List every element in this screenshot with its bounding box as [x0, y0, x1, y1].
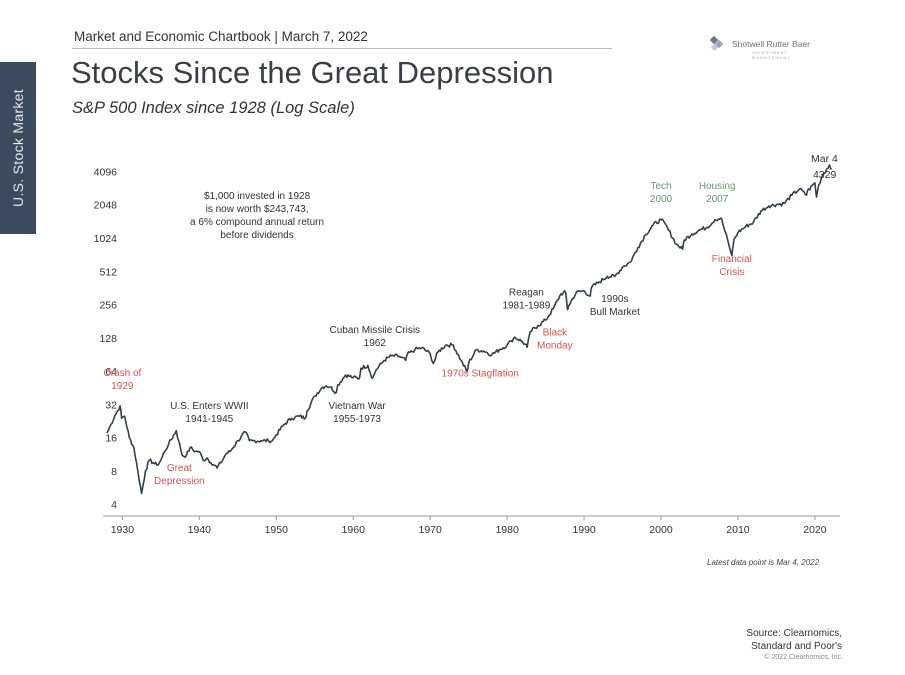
x-tick-label: 1950 [265, 524, 289, 536]
source-line-2: Standard and Poor's [751, 641, 842, 652]
y-tick-label: 32 [105, 399, 117, 411]
x-tick-label: 2020 [803, 524, 827, 536]
annotation-12: Financial Crisis [712, 254, 752, 278]
annotation-line: 2000 [650, 194, 673, 205]
annotation-line: 1990s [601, 294, 628, 305]
annotation-line: before dividends [220, 230, 293, 241]
y-tick-label: 16 [105, 433, 117, 445]
y-tick-label: 8 [111, 466, 117, 478]
y-tick-label: 4096 [94, 166, 118, 178]
annotation-line: Monday [537, 340, 573, 351]
y-tick-label: 128 [99, 333, 117, 345]
annotation-line: Tech [650, 181, 671, 192]
y-tick-label: 1024 [94, 233, 118, 245]
annotation-line: Bull Market [590, 307, 640, 318]
annotation-line: 1962 [364, 338, 387, 349]
source-note: Source: Clearnomics, Standard and Poor's [746, 627, 842, 653]
x-tick-label: 1970 [418, 524, 442, 536]
last-point-date: Mar 4 [811, 153, 838, 165]
x-tick-label: 1980 [495, 524, 519, 536]
annotation-3: U.S. Enters WWII 1941-1945 [170, 401, 248, 425]
annotation-2: Great Depression [154, 463, 205, 487]
annotation-8: Black Monday [537, 327, 573, 351]
annotation-line: Great [167, 463, 192, 474]
x-tick-label: 1940 [188, 524, 212, 536]
logo-tagline: INVESTMENT MANAGEMENT [752, 50, 791, 60]
y-tick-label: 2048 [94, 200, 118, 212]
logo-icon [709, 35, 724, 52]
side-tab: U.S. Stock Market [0, 62, 36, 234]
annotation-line: Depression [154, 476, 205, 487]
annotation-line: Financial [712, 254, 752, 265]
x-tick-label: 2000 [649, 524, 673, 536]
annotation-line: Housing [699, 181, 736, 192]
header-divider [72, 48, 612, 49]
x-tick-label: 1990 [572, 524, 596, 536]
y-tick-label: 256 [99, 300, 117, 312]
annotation-line: Reagan [509, 287, 544, 298]
annotation-9: 1990s Bull Market [590, 294, 640, 318]
annotation-0: $1,000 invested in 1928 is now worth $243… [190, 191, 324, 241]
annotation-1: Crash of 1929 [103, 368, 141, 392]
annotation-line: Crash of [103, 368, 141, 379]
x-tick-label: 1930 [111, 524, 135, 536]
y-tick-label: 4 [111, 499, 117, 511]
annotation-line: is now worth $243,743, [206, 204, 309, 215]
annotation-line: 1955-1973 [333, 414, 381, 425]
annotation-line: Cuban Missile Crisis [329, 325, 420, 336]
page-title: Stocks Since the Great Depression [71, 55, 554, 90]
annotation-line: a 6% compound annual return [190, 217, 324, 228]
annotation-line: 1941-1945 [185, 414, 233, 425]
annotation-line: 1970s Stagflation [442, 369, 519, 380]
annotation-5: Cuban Missile Crisis 1962 [329, 325, 420, 349]
annotation-line: Black [543, 327, 568, 338]
source-line-1: Source: Clearnomics, [746, 628, 842, 639]
annotation-line: $1,000 invested in 1928 [204, 191, 311, 202]
logo: Shotwell Rutter Baer INVESTMENT MANAGEME… [708, 34, 810, 60]
annotation-11: Housing 2007 [699, 181, 736, 205]
x-tick-label: 1960 [342, 524, 366, 536]
annotation-line: 1929 [111, 381, 134, 392]
last-point-value: 4329 [813, 169, 837, 181]
annotation-4: Vietnam War 1955-1973 [328, 401, 386, 425]
chartbook-header: Market and Economic Chartbook | March 7,… [74, 29, 368, 44]
annotation-6: 1970s Stagflation [442, 369, 519, 380]
page-subtitle: S&P 500 Index since 1928 (Log Scale) [72, 99, 355, 117]
y-tick-label: 64 [105, 366, 117, 378]
logo-text: Shotwell Rutter Baer [732, 39, 810, 49]
annotation-line: Vietnam War [328, 401, 386, 412]
annotation-7: Reagan 1981-1989 [502, 287, 550, 311]
annotation-line: U.S. Enters WWII [170, 401, 248, 412]
copyright: © 2022 Clearnomics, Inc. [764, 654, 843, 661]
annotation-line: Crisis [719, 267, 744, 278]
annotation-10: Tech 2000 [650, 181, 673, 205]
annotation-line: 1981-1989 [502, 300, 550, 311]
x-tick-label: 2010 [726, 524, 750, 536]
latest-data-note: Latest data point is Mar 4, 2022 [707, 558, 820, 567]
annotation-line: 2007 [706, 194, 729, 205]
y-tick-label: 512 [99, 266, 117, 278]
sp500-line [106, 164, 832, 495]
